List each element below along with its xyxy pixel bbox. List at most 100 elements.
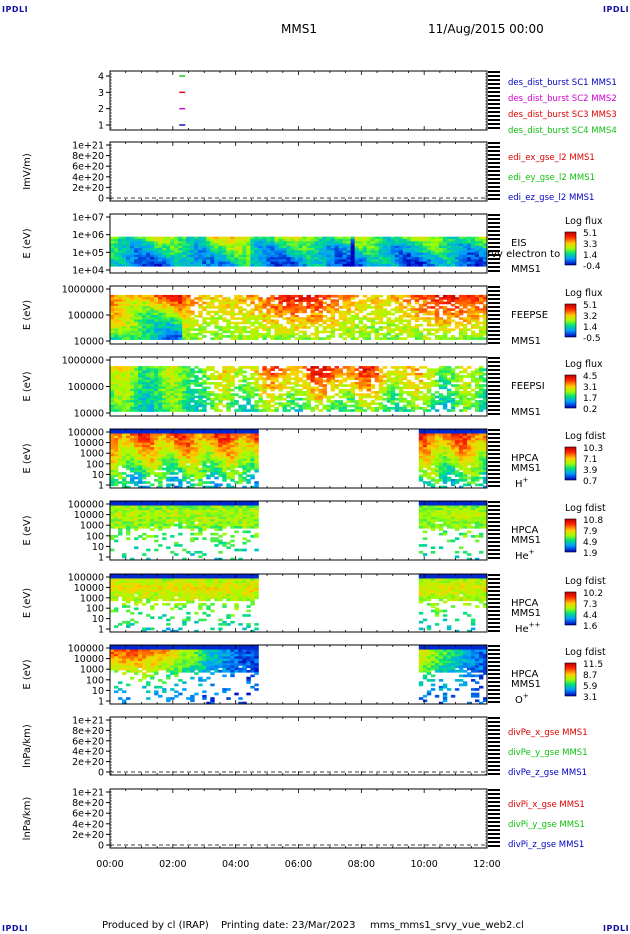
heatmap-cell bbox=[146, 435, 151, 439]
heatmap-cell bbox=[330, 321, 335, 325]
heatmap-cell bbox=[474, 409, 480, 412]
heatmap-cell bbox=[122, 463, 127, 466]
heatmap-cell bbox=[174, 294, 179, 298]
heatmap-cell bbox=[134, 435, 139, 439]
heatmap-cell bbox=[410, 328, 416, 332]
heatmap-cell bbox=[270, 315, 275, 318]
heatmap-cell bbox=[250, 335, 255, 338]
heatmap-cell bbox=[454, 297, 460, 300]
heatmap-cell bbox=[170, 319, 175, 323]
heatmap-cell bbox=[206, 395, 211, 399]
heatmap-cell bbox=[166, 332, 171, 336]
heatmap-cell bbox=[322, 393, 327, 396]
heatmap-cell bbox=[394, 337, 400, 340]
heatmap-cell bbox=[230, 375, 235, 378]
heatmap-cell bbox=[170, 326, 175, 329]
heatmap-cell bbox=[234, 317, 239, 320]
heatmap-cell bbox=[458, 317, 464, 320]
heatmap-cell bbox=[242, 366, 247, 369]
y-tick-label-edi-1: 8e+20 bbox=[72, 151, 104, 162]
heatmap-cell bbox=[154, 299, 159, 303]
heatmap-cell bbox=[410, 384, 416, 387]
heatmap-cell bbox=[150, 483, 155, 487]
heatmap-cell bbox=[154, 259, 159, 263]
heatmap-cell bbox=[478, 400, 484, 403]
heatmap-cell bbox=[122, 312, 127, 316]
heatmap-cell bbox=[290, 368, 295, 372]
heatmap-cell bbox=[190, 250, 195, 253]
heatmap-cell bbox=[110, 449, 115, 453]
heatmap-cell bbox=[454, 310, 460, 314]
heatmap-cell bbox=[422, 312, 428, 316]
heatmap-cell bbox=[422, 335, 428, 338]
heatmap-cell bbox=[190, 263, 195, 267]
heatmap-cell bbox=[382, 406, 388, 410]
heatmap-cell bbox=[134, 372, 139, 376]
heatmap-cell bbox=[266, 308, 271, 311]
heatmap-cell bbox=[178, 368, 183, 372]
heatmap-cell bbox=[126, 474, 131, 478]
heatmap-cell bbox=[146, 381, 151, 385]
heatmap-cell bbox=[326, 308, 331, 311]
heatmap-cell bbox=[190, 301, 195, 305]
heatmap-cell bbox=[322, 379, 327, 383]
heatmap-cell bbox=[462, 306, 468, 309]
heatmap-cell bbox=[222, 386, 227, 390]
heatmap-cell bbox=[170, 402, 175, 406]
heatmap-cell bbox=[334, 310, 340, 314]
heatmap-cell bbox=[170, 241, 175, 244]
heatmap-cell bbox=[182, 332, 187, 336]
heatmap-cell bbox=[150, 294, 155, 298]
heatmap-cell bbox=[254, 409, 259, 412]
heatmap-cell bbox=[114, 238, 119, 242]
heatmap-cell bbox=[170, 409, 175, 412]
heatmap-cell bbox=[346, 294, 352, 298]
heatmap-cell bbox=[346, 306, 352, 309]
heatmap-cell bbox=[242, 409, 247, 412]
heatmap-cell bbox=[366, 257, 372, 260]
heatmap-cell bbox=[342, 388, 348, 392]
heatmap-cell bbox=[438, 245, 444, 249]
heatmap-cell bbox=[410, 332, 416, 336]
heatmap-cell bbox=[334, 406, 340, 410]
heatmap-cell bbox=[478, 384, 484, 387]
heatmap-cell bbox=[322, 297, 327, 300]
heatmap-cell bbox=[474, 252, 480, 256]
heatmap-cell bbox=[110, 310, 115, 314]
heatmap-cell bbox=[114, 330, 119, 334]
heatmap-cell bbox=[238, 312, 243, 316]
heatmap-cell bbox=[182, 252, 187, 256]
heatmap-cell bbox=[190, 395, 195, 399]
heatmap-cell bbox=[138, 236, 143, 240]
heatmap-cell bbox=[366, 299, 372, 303]
heatmap-cell bbox=[154, 366, 159, 369]
heatmap-cell bbox=[114, 444, 119, 448]
heatmap-cell bbox=[330, 402, 335, 406]
heatmap-cell bbox=[230, 310, 235, 314]
heatmap-cell bbox=[202, 388, 207, 392]
heatmap-cell bbox=[458, 243, 464, 247]
heatmap-cell bbox=[138, 306, 143, 309]
heatmap-cell bbox=[198, 310, 203, 314]
heatmap-cell bbox=[110, 250, 115, 253]
heatmap-cell bbox=[146, 460, 151, 464]
heatmap-cell bbox=[274, 377, 279, 381]
heatmap-cell bbox=[222, 245, 227, 249]
heatmap-cell bbox=[366, 330, 372, 334]
heatmap-cell bbox=[302, 236, 307, 240]
heatmap-cell bbox=[170, 248, 175, 251]
heatmap-cell bbox=[110, 321, 115, 325]
heatmap-cell bbox=[394, 326, 400, 329]
heatmap-cell bbox=[286, 366, 291, 369]
heatmap-cell bbox=[290, 236, 295, 240]
heatmap-cell bbox=[194, 259, 199, 263]
heatmap-cell bbox=[370, 301, 376, 305]
heatmap-cell bbox=[446, 319, 452, 323]
heatmap-cell bbox=[142, 447, 147, 450]
heatmap-cell bbox=[170, 370, 175, 374]
heatmap-cell bbox=[110, 458, 115, 462]
heatmap-cell bbox=[386, 330, 392, 334]
heatmap-cell bbox=[258, 308, 263, 311]
right-edge-bar bbox=[488, 314, 500, 316]
